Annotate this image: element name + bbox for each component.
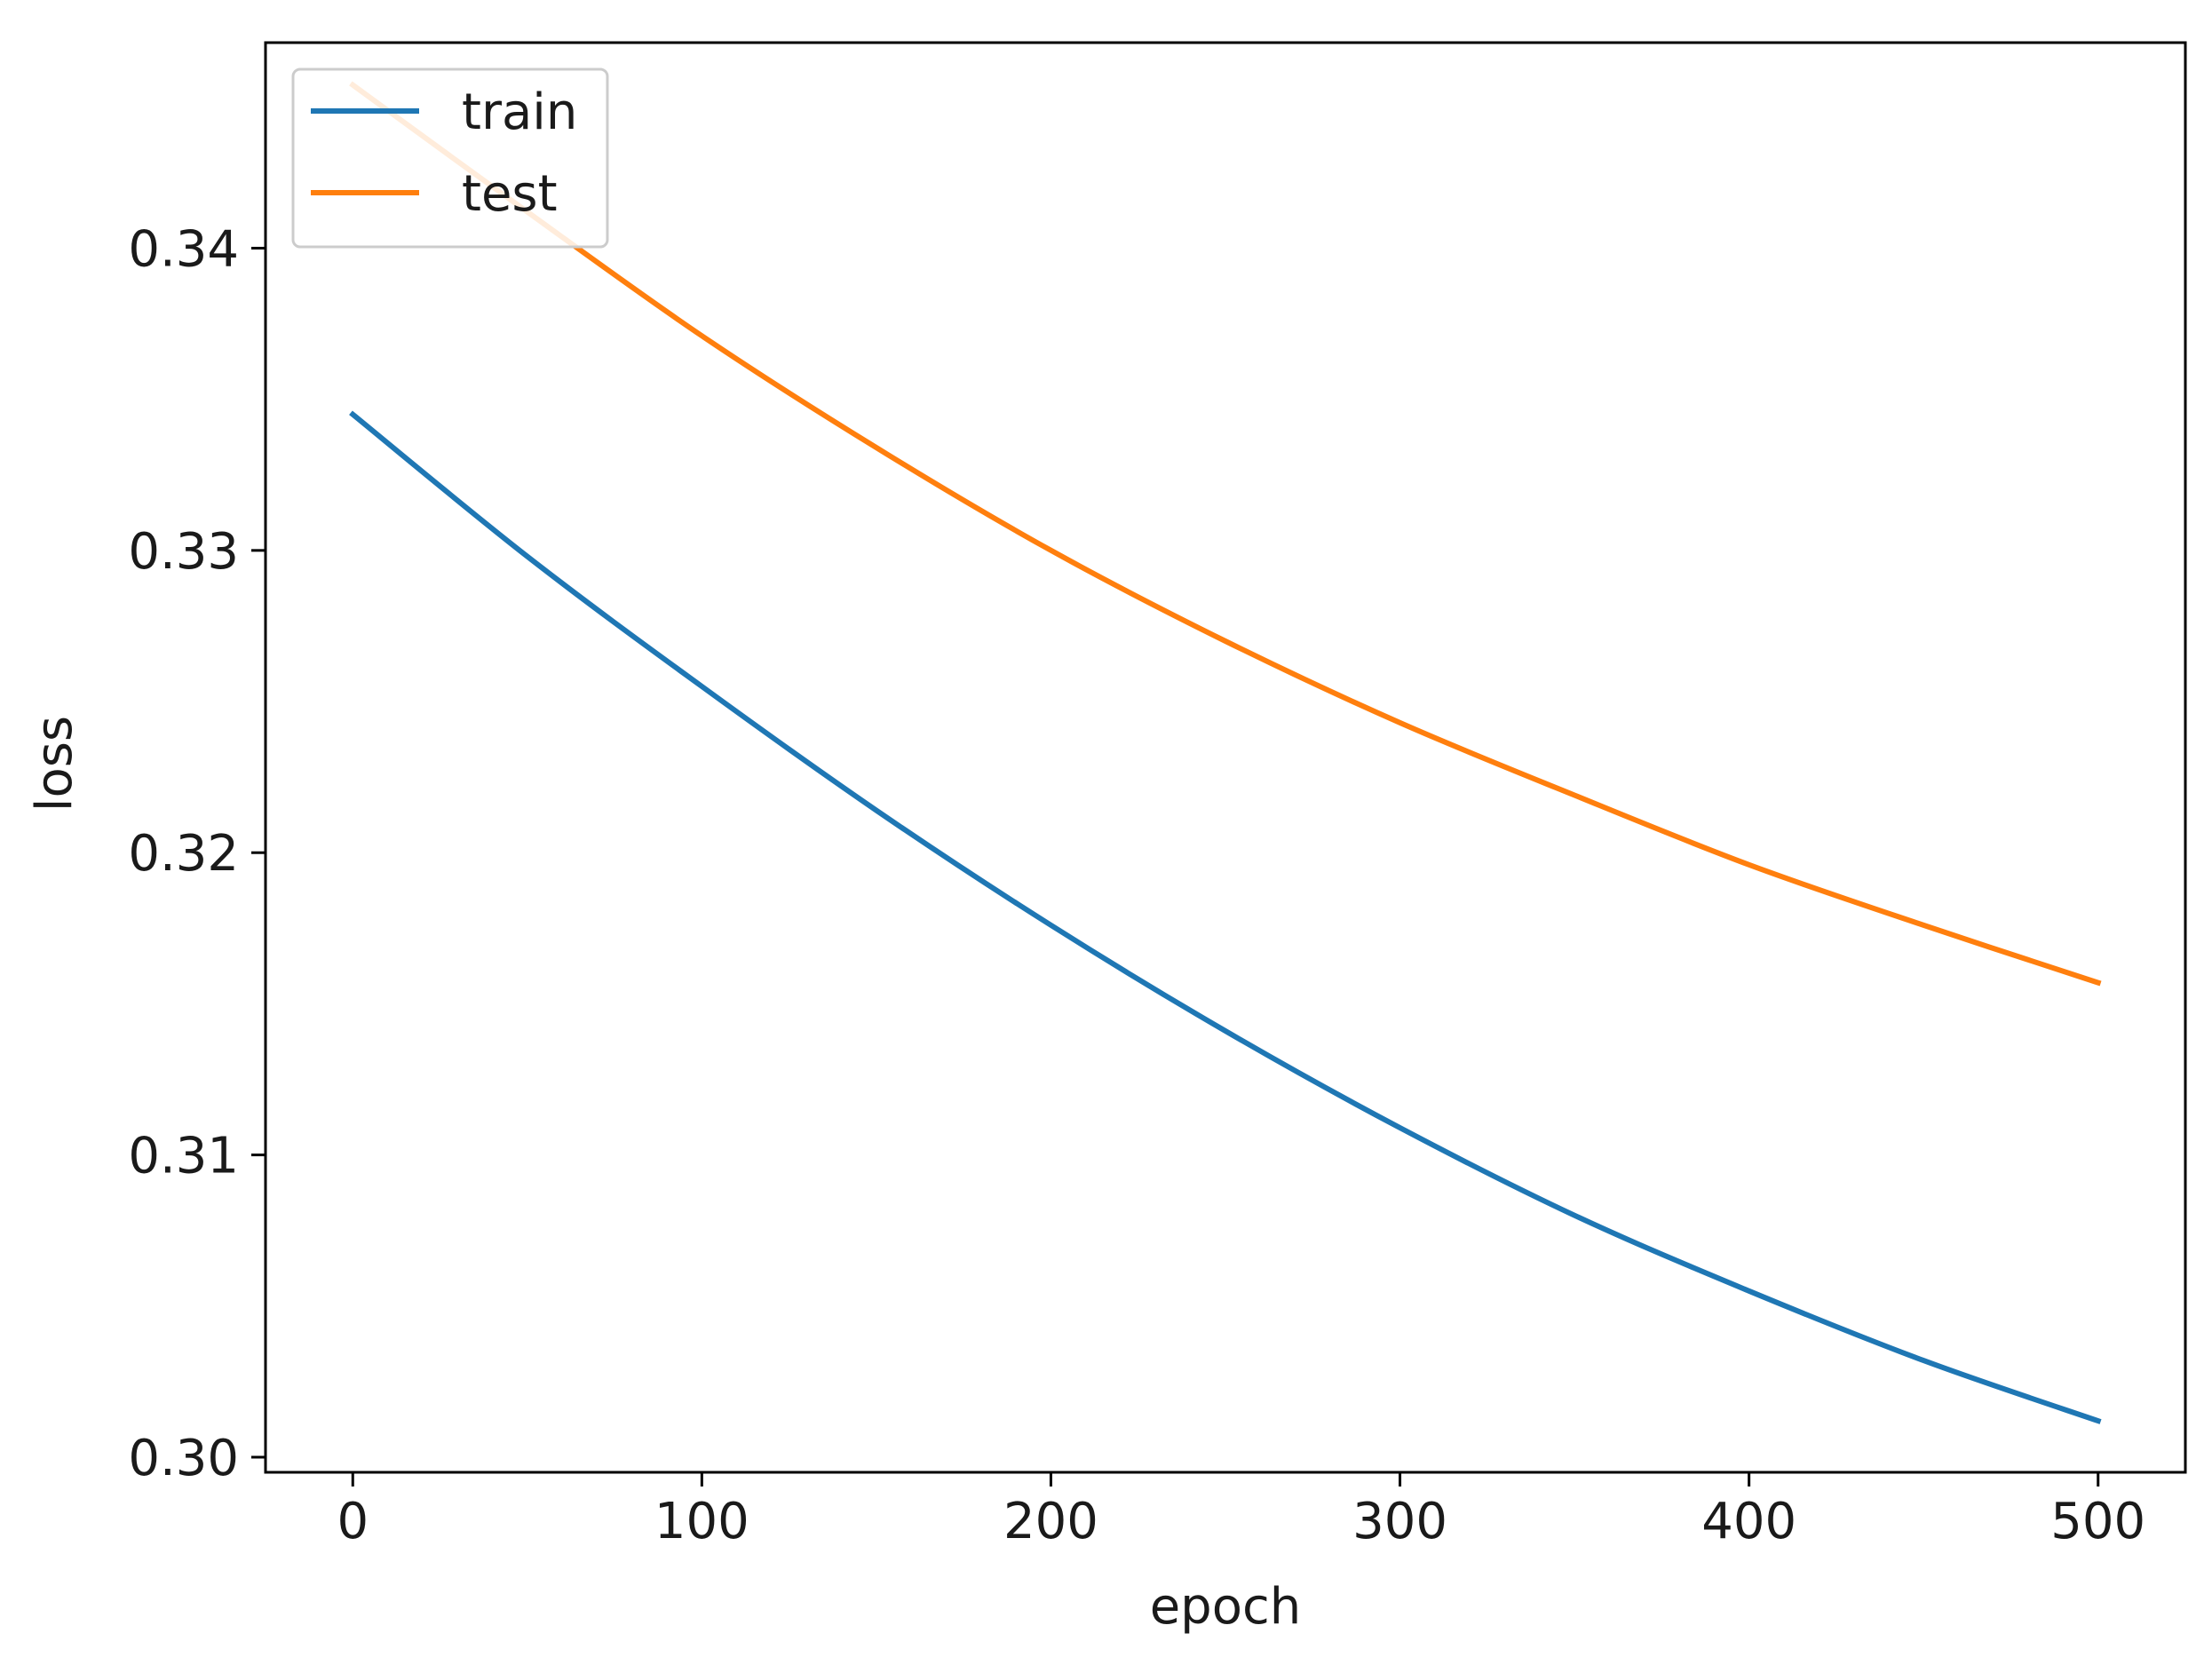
- x-tick-label: 500: [2050, 1493, 2145, 1550]
- legend: train test: [291, 67, 609, 249]
- legend-label-test: test: [462, 165, 558, 223]
- y-axis-label: loss: [26, 716, 83, 812]
- plot-frame: [264, 41, 2187, 1474]
- x-tick-label: 400: [1701, 1493, 1796, 1550]
- y-tick-label: 0.31: [128, 1128, 239, 1185]
- x-tick-label: 0: [337, 1493, 369, 1550]
- series-line-train: [349, 410, 2102, 1424]
- x-tick-label: 200: [1003, 1493, 1098, 1550]
- x-tick-label: 300: [1352, 1493, 1447, 1550]
- x-axis-ticks: 0 100 200 300 400 500: [337, 1472, 2145, 1550]
- y-axis-ticks: 0.30 0.31 0.32 0.33 0.34: [128, 220, 266, 1487]
- series-line-test: [349, 81, 2102, 987]
- series-layer: [349, 81, 2102, 1424]
- legend-label-train: train: [462, 83, 577, 141]
- y-tick-label: 0.30: [128, 1430, 239, 1487]
- y-tick-label: 0.34: [128, 220, 239, 278]
- y-tick-label: 0.32: [128, 825, 239, 883]
- y-tick-label: 0.33: [128, 523, 239, 581]
- x-axis-label: epoch: [1150, 1578, 1302, 1636]
- x-tick-label: 100: [654, 1493, 749, 1550]
